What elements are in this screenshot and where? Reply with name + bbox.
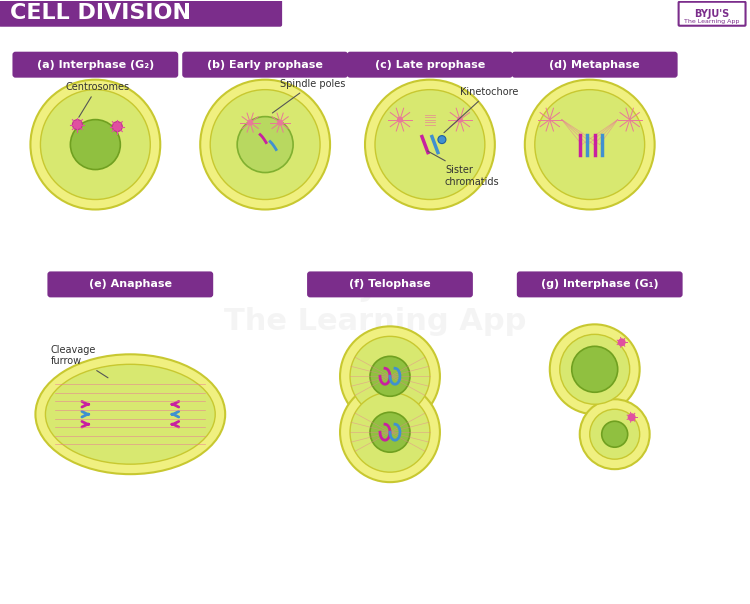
- Circle shape: [340, 382, 440, 482]
- Text: (b) Early prophase: (b) Early prophase: [207, 60, 323, 69]
- Circle shape: [550, 324, 640, 414]
- FancyBboxPatch shape: [517, 271, 682, 297]
- Ellipse shape: [35, 355, 225, 474]
- Circle shape: [397, 117, 403, 123]
- Text: Spindle poles: Spindle poles: [272, 79, 346, 113]
- FancyBboxPatch shape: [347, 52, 513, 78]
- Circle shape: [350, 392, 430, 472]
- Text: Centrosomes: Centrosomes: [65, 82, 130, 117]
- Text: (d) Metaphase: (d) Metaphase: [550, 60, 640, 69]
- Circle shape: [365, 80, 495, 210]
- Text: (c) Late prophase: (c) Late prophase: [375, 60, 485, 69]
- FancyBboxPatch shape: [679, 2, 746, 26]
- Circle shape: [590, 410, 640, 459]
- Text: BYJU'S
The Learning App: BYJU'S The Learning App: [224, 273, 526, 336]
- Circle shape: [602, 421, 628, 447]
- FancyBboxPatch shape: [182, 52, 348, 78]
- FancyBboxPatch shape: [13, 52, 178, 78]
- FancyBboxPatch shape: [307, 271, 473, 297]
- FancyBboxPatch shape: [47, 271, 213, 297]
- Text: (a) Interphase (G₂): (a) Interphase (G₂): [37, 60, 154, 69]
- Text: (g) Interphase (G₁): (g) Interphase (G₁): [541, 280, 658, 289]
- Circle shape: [375, 89, 484, 199]
- FancyBboxPatch shape: [512, 52, 677, 78]
- Circle shape: [40, 89, 150, 199]
- Text: Kinetochore: Kinetochore: [444, 86, 518, 133]
- Circle shape: [70, 120, 120, 170]
- Circle shape: [31, 80, 160, 210]
- Circle shape: [370, 413, 410, 452]
- Circle shape: [525, 80, 655, 210]
- Text: (f) Telophase: (f) Telophase: [350, 280, 430, 289]
- Circle shape: [560, 335, 630, 404]
- FancyBboxPatch shape: [0, 0, 282, 27]
- Text: (e) Anaphase: (e) Anaphase: [88, 280, 172, 289]
- Circle shape: [618, 338, 626, 346]
- Text: The Learning App: The Learning App: [684, 19, 740, 24]
- Circle shape: [248, 120, 254, 126]
- Circle shape: [210, 89, 320, 199]
- Circle shape: [457, 117, 463, 123]
- Circle shape: [370, 356, 410, 396]
- Circle shape: [73, 120, 82, 130]
- Circle shape: [572, 346, 618, 392]
- Circle shape: [200, 80, 330, 210]
- Circle shape: [438, 135, 446, 144]
- Text: CELL DIVISION: CELL DIVISION: [10, 3, 191, 23]
- Circle shape: [628, 413, 636, 421]
- Circle shape: [340, 326, 440, 426]
- Circle shape: [277, 120, 283, 126]
- Ellipse shape: [46, 364, 215, 464]
- Text: Cleavage
furrow: Cleavage furrow: [50, 345, 108, 378]
- Circle shape: [237, 117, 293, 173]
- Circle shape: [535, 89, 645, 199]
- Circle shape: [112, 121, 122, 132]
- Text: Sister
chromatids: Sister chromatids: [427, 151, 500, 187]
- Text: BYJU'S: BYJU'S: [694, 8, 729, 19]
- Circle shape: [580, 399, 650, 469]
- Circle shape: [350, 336, 430, 416]
